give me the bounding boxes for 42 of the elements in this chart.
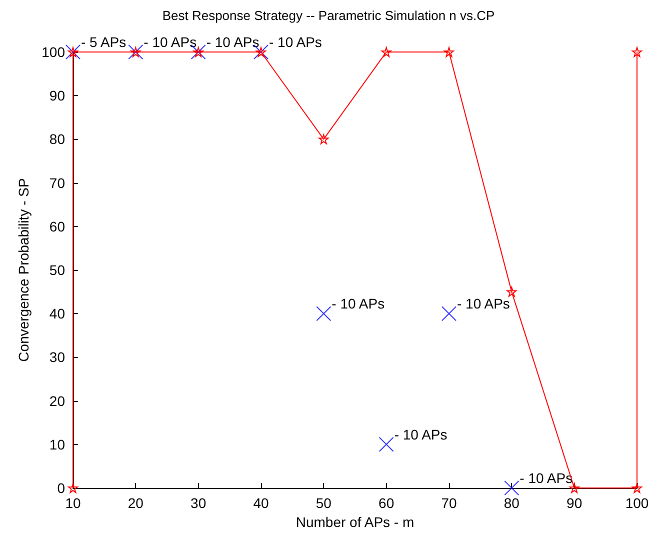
point: [506, 286, 517, 297]
annotation: - 10 APs: [206, 34, 260, 50]
annotation: - 10 APs: [269, 34, 322, 50]
y-tick-label: 50: [49, 262, 66, 278]
x-tick-label: 100: [625, 495, 649, 511]
y-tick-label: 70: [49, 174, 66, 191]
y-tick-label: 100: [42, 44, 66, 60]
point: [442, 306, 456, 322]
x-tick-label: 60: [378, 495, 394, 511]
point: [632, 47, 642, 57]
point: [68, 483, 78, 493]
annotation: - 10 APs: [394, 426, 448, 442]
x-tick-label: 90: [566, 495, 582, 511]
x-tick-label: 50: [316, 495, 332, 511]
annotation: - 10 APs: [457, 296, 510, 312]
x-tick-label: 40: [253, 495, 269, 511]
x-axis-title: Number of APs - m: [296, 514, 414, 530]
x-tick-label: 20: [128, 495, 144, 511]
x-tick-label: 10: [65, 495, 81, 511]
x-tick-label: 70: [441, 495, 457, 511]
y-tick-label: 10: [49, 436, 66, 452]
point: [444, 47, 454, 57]
point: [318, 134, 329, 144]
y-tick-label: 90: [49, 88, 66, 104]
point: [316, 306, 332, 322]
point: [378, 436, 394, 452]
chart-title: Best Response Strategy -- Parametric Simulation n vs.CP: [162, 8, 495, 23]
annotation: - 10 APs: [144, 34, 197, 50]
y-tick-label: 20: [49, 392, 66, 409]
x-tick-label: 30: [190, 495, 206, 511]
point: [569, 483, 580, 493]
annotation: - 5 APs: [81, 34, 126, 50]
point: [381, 47, 392, 57]
y-tick-label: 0: [57, 480, 66, 496]
y-tick-label: 60: [49, 218, 66, 234]
y-tick-label: 80: [49, 131, 66, 148]
y-axis-title: Convergence Probability - SP: [16, 178, 32, 362]
annotation: - 10 APs: [332, 296, 385, 312]
x-tick-label: 80: [504, 495, 520, 511]
point: [504, 480, 520, 496]
y-tick-label: 40: [49, 306, 66, 322]
y-tick-label: 30: [49, 349, 66, 366]
